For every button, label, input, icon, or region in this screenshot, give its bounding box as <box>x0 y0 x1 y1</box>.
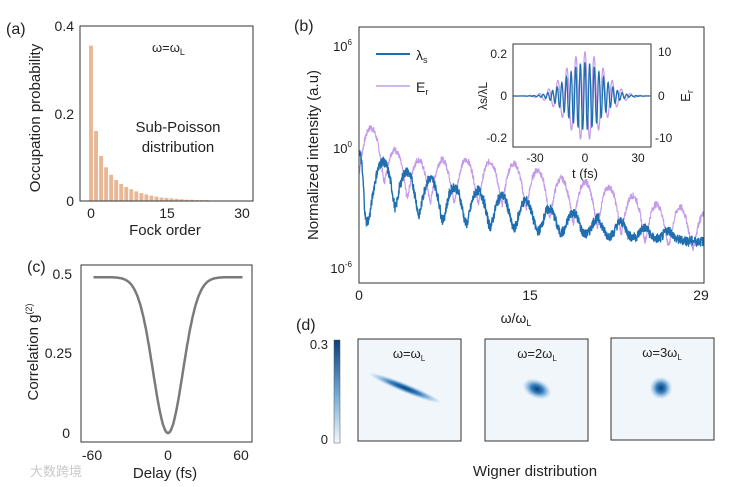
inset-ylabel-right: Er <box>678 90 695 102</box>
xticks-c: -60 0 60 <box>82 447 249 463</box>
ylabel-a: Occupation probability <box>27 43 44 192</box>
series-lambda <box>359 150 704 248</box>
inset-ylabel-left: λs/λL <box>476 82 490 110</box>
tick-label: 0 <box>87 205 95 221</box>
tick-label: 0 <box>66 193 74 209</box>
bar <box>154 196 159 201</box>
wigner-map-3: ω=3ωL <box>610 337 715 441</box>
bar <box>89 45 93 201</box>
panel-label-a: (a) <box>6 21 26 38</box>
inset-axes <box>512 43 652 148</box>
tick-label: 15 <box>159 205 175 221</box>
xlabel-c: Delay (fs) <box>133 465 197 482</box>
axes-c <box>80 264 253 443</box>
tick-label: 15 <box>522 287 538 303</box>
inset-lambda-line <box>513 62 651 131</box>
panel-label-b: (b) <box>294 18 314 35</box>
axes-b <box>358 26 705 284</box>
map-label: ω=2ωL <box>517 346 557 363</box>
bar <box>159 197 164 201</box>
tick-label: 106 <box>333 38 352 54</box>
bar <box>164 197 169 201</box>
watermark: 大数跨境 <box>30 464 82 479</box>
wigner-map-2: ω=2ωL <box>484 338 589 442</box>
legend-label-lambda: λs <box>416 47 428 65</box>
tick-label: 0 <box>164 447 172 463</box>
spectrum-lines <box>359 125 704 251</box>
legend-label-field: Er <box>416 79 428 97</box>
bar <box>134 191 139 201</box>
map-label: ω=ωL <box>393 346 426 363</box>
tick-label: 60 <box>233 447 249 463</box>
series-field <box>359 125 704 251</box>
axes-a <box>79 25 254 202</box>
inset-field-line <box>513 50 651 140</box>
bar <box>94 131 98 201</box>
bar <box>114 180 119 201</box>
map-label: ω=3ωL <box>642 345 682 362</box>
bar <box>104 167 109 201</box>
tick-label: 0 <box>658 89 665 103</box>
tick-label: -0.2 <box>486 131 507 145</box>
bar <box>124 187 129 201</box>
yticks-a: 0 0.2 0.4 <box>55 18 75 209</box>
colorbar-tick-min: 0 <box>321 432 328 447</box>
panel-label-d: (d) <box>296 317 316 334</box>
bar <box>149 195 154 201</box>
colorbar-tick-max: 0.3 <box>310 337 328 352</box>
xticks-b: 0 15 29 <box>355 287 709 303</box>
tick-label: 0 <box>355 287 363 303</box>
bar <box>179 199 184 201</box>
tick-label: 0.2 <box>490 47 507 61</box>
tick-label: 0.5 <box>53 266 73 282</box>
colorbar <box>333 339 341 444</box>
tick-label: 0.25 <box>45 345 72 361</box>
tick-label: 0 <box>62 425 70 441</box>
tick-label: 10-6 <box>330 260 352 276</box>
bar <box>184 199 189 201</box>
tick-label: 0 <box>582 151 589 165</box>
bar <box>99 155 104 201</box>
tick-label: -60 <box>82 447 102 463</box>
bar <box>139 193 144 201</box>
bar <box>129 189 134 201</box>
bar <box>119 183 124 201</box>
yticks-b: 106 100 10-6 <box>330 38 352 276</box>
tick-label: 29 <box>693 287 709 303</box>
g2-curve <box>93 275 243 435</box>
tick-label: 0.4 <box>55 18 75 34</box>
tick-label: 0 <box>500 89 507 103</box>
note-a-2: distribution <box>142 139 215 156</box>
bars-a <box>89 45 229 201</box>
annotation-a: ω=ωL <box>152 40 185 57</box>
xticks-a: 0 15 30 <box>87 205 250 221</box>
tick-label: 10 <box>658 45 672 59</box>
bar <box>144 194 149 201</box>
panel-label-c: (c) <box>27 259 46 276</box>
bar <box>169 198 174 201</box>
tick-label: -10 <box>655 131 673 145</box>
tick-label: 0.2 <box>55 106 75 122</box>
inset-ticks: 0.2 0 -0.2 10 0 -10 -30 0 30 <box>486 45 672 165</box>
tick-label: 100 <box>333 140 352 156</box>
yticks-c: 0 0.25 0.5 <box>45 266 72 441</box>
note-a-1: Sub-Poisson <box>135 119 220 136</box>
title-d: Wigner distribution <box>473 463 597 480</box>
ylabel-c: Correlation g(2) <box>24 304 42 401</box>
legend-b: λs Er <box>376 47 428 97</box>
bar <box>174 198 179 201</box>
inset-lines <box>513 50 651 140</box>
bar <box>109 174 114 201</box>
xlabel-a: Fock order <box>129 222 201 239</box>
tick-label: -30 <box>526 151 544 165</box>
tick-label: 30 <box>631 151 645 165</box>
tick-label: 30 <box>234 205 250 221</box>
ylabel-b: Normalized intensity (a.u) <box>305 70 322 240</box>
wigner-map-1: ω=ωL <box>357 338 462 442</box>
xlabel-b: ω/ωL <box>501 310 532 328</box>
inset-xlabel: t (fs) <box>572 166 598 181</box>
bar <box>189 199 194 201</box>
